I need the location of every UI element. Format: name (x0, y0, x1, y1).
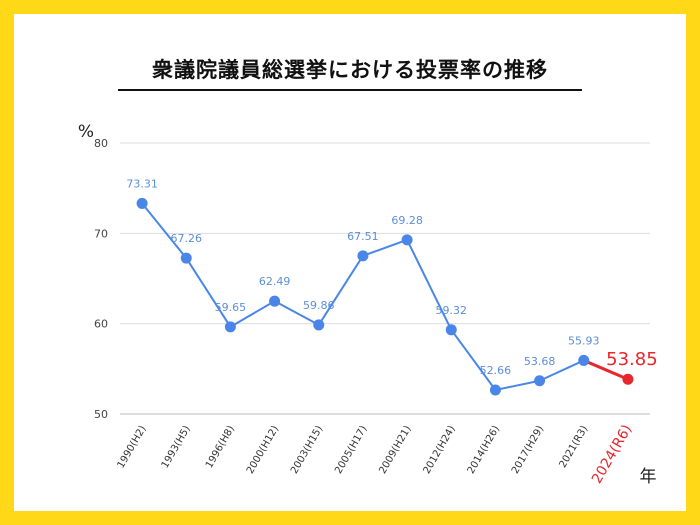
x-tick-label: 2021(R3) (558, 424, 591, 470)
series-line-segment (495, 379, 540, 391)
x-tick-label: 2009(H21) (377, 424, 413, 476)
data-label: 53.68 (524, 355, 556, 368)
data-label: 67.51 (347, 230, 379, 243)
data-label: 59.86 (303, 299, 335, 312)
data-point (622, 373, 634, 385)
data-point (534, 375, 546, 387)
data-label: 59.32 (436, 304, 468, 317)
series-line-segment (450, 329, 497, 391)
y-axis-unit-label: % (78, 122, 94, 142)
data-point (136, 197, 148, 209)
y-tick-label: 70 (94, 227, 108, 240)
data-label: 52.66 (480, 364, 512, 377)
x-axis-unit-label: 年 (640, 467, 657, 487)
data-point (357, 250, 369, 262)
series-line-segment (539, 359, 585, 382)
series-line-segment (406, 239, 453, 331)
x-tick-label: 2005(H17) (333, 424, 369, 476)
x-tick-label: 2024(R6) (589, 422, 635, 486)
chart-title: 衆議院議員総選挙における投票率の推移 (152, 58, 548, 82)
series-line-segment (141, 202, 188, 259)
data-point (180, 252, 192, 264)
data-point (224, 321, 236, 333)
series-line-segment (317, 255, 364, 326)
chart-card: 衆議院議員総選挙における投票率の推移 % 年 50 60 70 80 73.31 67.2… (14, 14, 686, 511)
data-label: 69.28 (391, 214, 423, 227)
x-tick-label: 2003(H15) (289, 424, 325, 476)
y-tick-label: 60 (94, 318, 108, 331)
series-line-segment (583, 359, 629, 381)
x-tick-label: 2017(H29) (510, 424, 546, 476)
data-label: 55.93 (568, 334, 600, 347)
data-point (313, 319, 325, 331)
data-point (578, 354, 590, 366)
series-line-segment (274, 300, 320, 326)
data-label-highlight: 53.85 (606, 349, 658, 370)
data-point (489, 384, 501, 396)
data-label: 62.49 (259, 275, 291, 288)
data-point (269, 295, 281, 307)
y-tick-label: 50 (94, 408, 108, 421)
x-tick-label: 1996(H8) (204, 424, 237, 470)
data-point (445, 324, 457, 336)
data-label: 59.65 (215, 301, 247, 314)
x-tick-label: 1990(H2) (116, 424, 149, 470)
x-tick-label: 2000(H12) (245, 424, 281, 476)
series-line-segment (229, 300, 276, 328)
data-label: 73.31 (126, 177, 158, 190)
title-underline (118, 89, 582, 91)
x-tick-label: 2012(H24) (422, 424, 458, 476)
turnout-line-chart: % 年 50 60 70 80 73.31 67.26 59.65 62.49 59.86 67.… (78, 122, 658, 487)
series-line-segment (185, 257, 232, 328)
y-tick-label: 80 (94, 137, 108, 150)
data-point (401, 234, 413, 246)
x-tick-label: 1993(H5) (160, 424, 193, 470)
data-label: 67.26 (171, 232, 203, 245)
x-tick-label: 2014(H26) (466, 424, 502, 476)
series-line-segment (362, 238, 408, 257)
